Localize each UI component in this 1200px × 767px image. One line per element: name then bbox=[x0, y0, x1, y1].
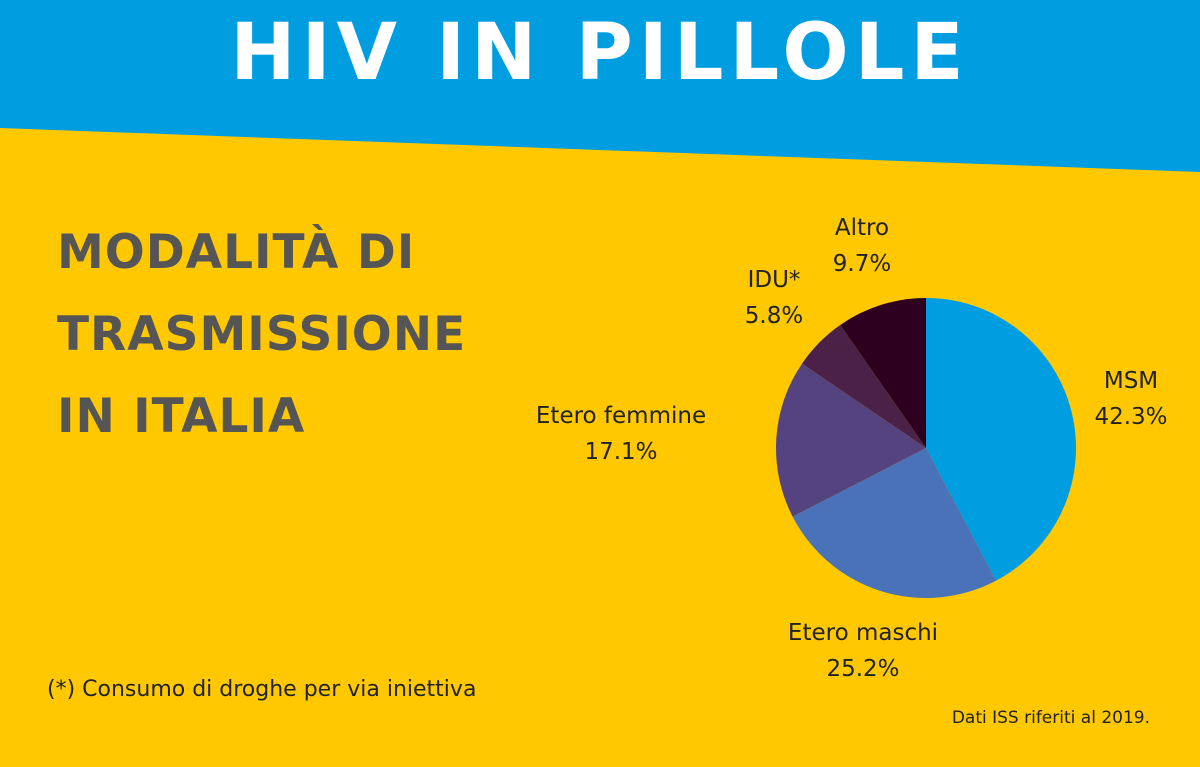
slice-name-idu: IDU* bbox=[747, 267, 801, 293]
slice-value-etero-maschi: 25.2% bbox=[826, 656, 900, 682]
pie-slice-etero-femmine bbox=[776, 363, 926, 517]
subtitle-line-3: IN ITALIA bbox=[57, 389, 306, 444]
slice-name-etero-femmine: Etero femmine bbox=[535, 403, 707, 429]
slice-label-etero-maschi: Etero maschi 25.2% bbox=[788, 615, 938, 687]
slice-label-idu: IDU* 5.8% bbox=[745, 262, 803, 334]
source-note: Dati ISS riferiti al 2019. bbox=[951, 708, 1150, 728]
pie-slice-idu bbox=[802, 324, 926, 448]
slice-value-etero-femmine: 17.1% bbox=[584, 439, 658, 465]
slice-name-msm: MSM bbox=[1103, 368, 1159, 394]
slice-value-altro: 9.7% bbox=[832, 251, 892, 277]
pie-slice-msm bbox=[926, 298, 1077, 581]
pie-slice-altro bbox=[840, 298, 926, 448]
slice-label-etero-femmine: Etero femmine 17.1% bbox=[536, 398, 706, 470]
slice-label-msm: MSM 42.3% bbox=[1094, 363, 1167, 435]
slice-label-altro: Altro 9.7% bbox=[833, 210, 891, 282]
slice-name-altro: Altro bbox=[834, 215, 890, 241]
subtitle-line-1: MODALITÀ DI bbox=[57, 225, 416, 280]
slice-name-etero-maschi: Etero maschi bbox=[787, 620, 939, 646]
slice-value-idu: 5.8% bbox=[744, 303, 804, 329]
pie-slice-etero-maschi bbox=[792, 448, 997, 599]
footnote: (*) Consumo di droghe per via iniettiva bbox=[47, 677, 477, 702]
subtitle-line-2: TRASMISSIONE bbox=[57, 307, 467, 362]
chart-subtitle: MODALITÀ DI TRASMISSIONE IN ITALIA bbox=[57, 212, 577, 458]
slice-value-msm: 42.3% bbox=[1094, 404, 1168, 430]
header-title: HIV IN PILLOLE bbox=[230, 8, 970, 98]
